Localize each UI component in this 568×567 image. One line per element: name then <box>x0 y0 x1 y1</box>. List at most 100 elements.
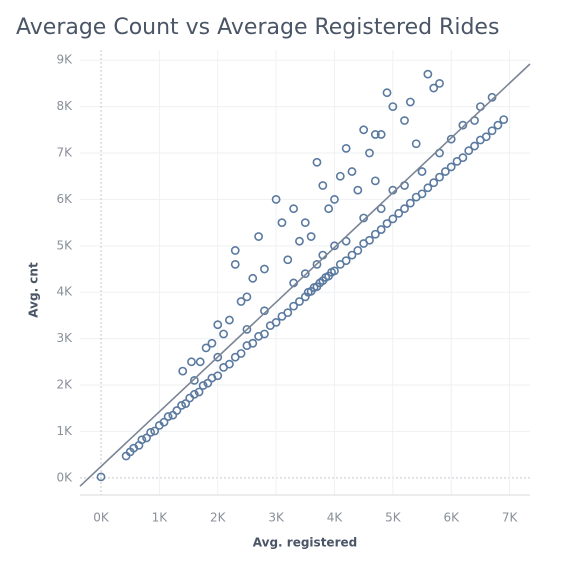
point <box>376 130 386 139</box>
x-tick-label: 0K <box>93 511 110 525</box>
point <box>225 359 234 369</box>
point <box>382 88 392 98</box>
point <box>168 410 178 420</box>
point <box>295 297 304 306</box>
point <box>411 139 421 149</box>
point <box>295 236 304 246</box>
point <box>347 167 357 176</box>
point <box>146 427 156 437</box>
y-tick-label: 4K <box>56 285 73 299</box>
trend-line <box>79 63 531 487</box>
y-tick-label: 6K <box>56 192 73 206</box>
point <box>225 315 234 325</box>
point <box>446 162 456 172</box>
x-tick-label: 1K <box>152 511 169 525</box>
x-tick-label: 6K <box>443 511 460 525</box>
chart-title: Average Count vs Average Registered Ride… <box>16 15 499 40</box>
point <box>405 97 415 107</box>
point <box>242 324 252 334</box>
point <box>137 435 147 445</box>
point <box>283 308 293 318</box>
point <box>370 130 380 139</box>
point <box>370 176 380 186</box>
point <box>493 120 503 130</box>
point <box>353 246 363 255</box>
point <box>376 204 386 214</box>
point <box>207 338 217 348</box>
point <box>487 126 497 136</box>
y-tick-label: 0K <box>56 470 73 484</box>
y-tick-label: 9K <box>56 53 73 67</box>
point <box>242 292 252 302</box>
point <box>312 157 322 167</box>
point <box>423 183 433 193</box>
point <box>306 232 316 241</box>
point <box>481 132 491 142</box>
point <box>181 399 191 408</box>
point <box>189 375 199 385</box>
x-tick-label: 2K <box>210 511 227 525</box>
point <box>236 349 246 358</box>
point <box>324 204 334 214</box>
point <box>347 250 357 260</box>
point <box>213 352 223 362</box>
point <box>150 426 160 436</box>
point <box>365 148 374 158</box>
point <box>271 195 281 204</box>
point <box>213 371 223 381</box>
y-tick-label: 7K <box>56 146 73 160</box>
point <box>178 366 188 376</box>
point <box>163 412 173 421</box>
y-tick-label: 2K <box>56 378 73 392</box>
y-tick-label: 8K <box>56 99 73 113</box>
point <box>277 218 287 228</box>
point <box>300 269 310 279</box>
point <box>388 102 398 112</box>
point <box>213 320 223 330</box>
point <box>365 235 374 245</box>
point <box>440 167 450 176</box>
x-tick-label: 7K <box>502 511 519 525</box>
point <box>289 301 299 311</box>
point <box>189 389 199 399</box>
point <box>260 329 269 339</box>
point <box>400 181 409 190</box>
point <box>172 406 182 415</box>
y-tick-label: 5K <box>56 238 73 252</box>
point <box>230 259 240 269</box>
point <box>177 401 186 410</box>
y-axis-title: Avg. cnt <box>27 262 41 318</box>
point <box>400 116 409 125</box>
point <box>201 343 211 353</box>
point <box>458 153 468 163</box>
point <box>230 246 240 255</box>
point <box>487 92 497 102</box>
point <box>458 120 468 130</box>
point <box>405 198 415 208</box>
point <box>429 83 439 93</box>
point <box>417 189 427 199</box>
point <box>359 125 369 135</box>
x-axis-title: Avg. registered <box>253 536 357 550</box>
point <box>195 357 205 367</box>
point <box>248 338 258 348</box>
point <box>335 171 345 181</box>
x-tick-label: 5K <box>385 511 402 525</box>
point <box>96 472 106 482</box>
point <box>198 381 208 390</box>
point <box>429 178 439 188</box>
point <box>446 134 456 144</box>
point <box>359 213 369 223</box>
point <box>219 329 228 339</box>
point <box>187 357 196 367</box>
point <box>394 208 404 218</box>
point <box>289 204 299 214</box>
point <box>283 255 293 265</box>
point <box>142 433 151 443</box>
point <box>376 225 386 234</box>
point <box>341 143 351 153</box>
point <box>341 256 351 266</box>
point <box>388 214 398 224</box>
point <box>423 69 433 79</box>
point <box>499 115 509 125</box>
